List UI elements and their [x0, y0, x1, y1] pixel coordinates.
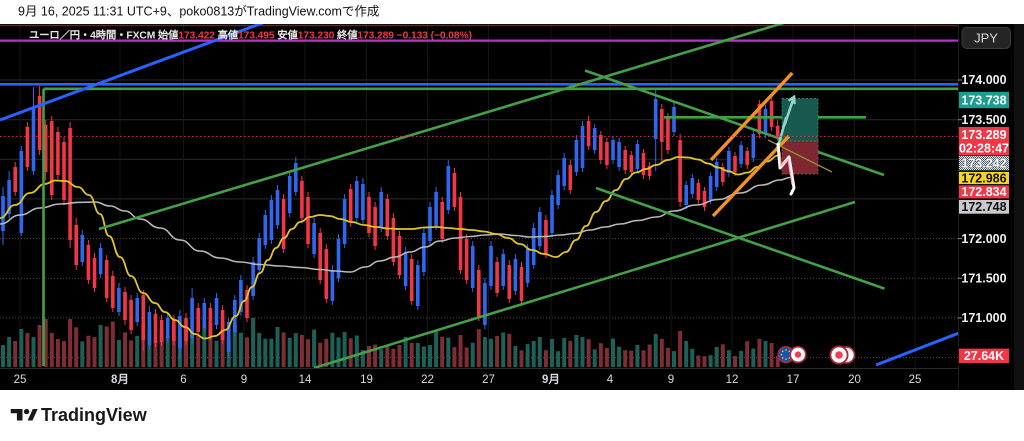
- svg-text:6: 6: [180, 374, 186, 386]
- svg-text:172.834: 172.834: [961, 185, 1006, 199]
- svg-text:9月 16, 2025 11:31 UTC+9、poko08: 9月 16, 2025 11:31 UTC+9、poko0813がTrading…: [18, 4, 379, 19]
- svg-text:12: 12: [726, 374, 739, 386]
- svg-text:171.000: 171.000: [961, 311, 1006, 325]
- svg-text:27: 27: [482, 374, 495, 386]
- svg-text:9月: 9月: [542, 373, 560, 386]
- svg-text:19: 19: [360, 374, 373, 386]
- svg-text:173.738: 173.738: [961, 93, 1006, 107]
- svg-text:173.500: 173.500: [961, 113, 1006, 127]
- svg-text:172.000: 172.000: [961, 232, 1006, 246]
- svg-text:9: 9: [668, 374, 674, 386]
- svg-text:173.289: 173.289: [961, 128, 1006, 142]
- svg-text:174.000: 174.000: [961, 73, 1006, 87]
- svg-text:25: 25: [909, 374, 922, 386]
- svg-text:173.242: 173.242: [961, 157, 1006, 171]
- svg-text:TradingView: TradingView: [41, 405, 148, 425]
- svg-text:8月: 8月: [111, 373, 129, 386]
- svg-text:172.986: 172.986: [961, 171, 1006, 185]
- svg-text:25: 25: [14, 374, 27, 386]
- svg-text:4: 4: [607, 374, 614, 386]
- svg-text:14: 14: [299, 374, 312, 386]
- svg-text:27.64K: 27.64K: [964, 349, 1004, 363]
- svg-text:02:28:47: 02:28:47: [959, 142, 1009, 156]
- svg-text:22: 22: [421, 374, 434, 386]
- svg-text:172.748: 172.748: [961, 200, 1006, 214]
- svg-text:171.500: 171.500: [961, 271, 1006, 285]
- svg-text:9: 9: [241, 374, 247, 386]
- svg-text:ユーロ／円・4時間・FXCM 始値173.422 高値173: ユーロ／円・4時間・FXCM 始値173.422 高値173.495 安値173…: [29, 29, 472, 42]
- svg-text:17: 17: [787, 374, 800, 386]
- svg-text:20: 20: [848, 374, 861, 386]
- svg-text:JPY: JPY: [974, 31, 998, 46]
